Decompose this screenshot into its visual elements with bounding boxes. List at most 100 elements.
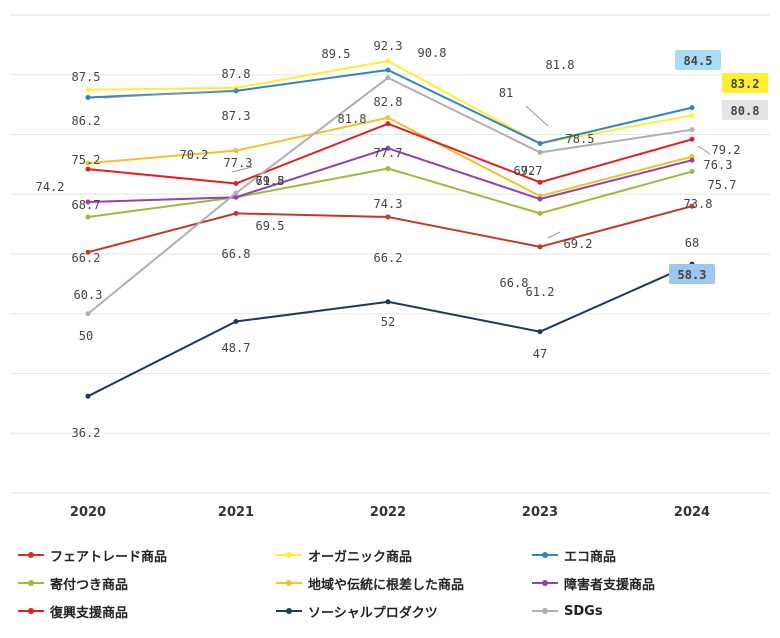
data-point — [537, 149, 543, 155]
data-label: 66.8 — [222, 247, 251, 261]
data-point — [537, 140, 543, 146]
data-point — [689, 112, 695, 118]
data-point — [385, 145, 391, 151]
gridlines — [10, 14, 770, 494]
data-label: 80.8 — [731, 104, 760, 118]
series-line — [87, 205, 693, 254]
data-label: 68 — [685, 236, 699, 250]
data-label: 72 — [521, 164, 535, 178]
legend-item: 障害者支援商品 — [532, 570, 655, 596]
legend-item: 復興支援商品 — [18, 598, 128, 624]
data-point — [233, 194, 239, 200]
data-point — [385, 67, 391, 73]
data-label: 81.8 — [338, 112, 367, 126]
data-label: 75.7 — [708, 178, 737, 192]
data-label: 87.8 — [222, 67, 251, 81]
legend-label: オーガニック商品 — [308, 549, 413, 565]
x-axis-ticks: 2020 2021 2022 2023 2024 — [70, 505, 710, 520]
legend-item: ソーシャルプロダクツ — [276, 598, 438, 624]
data-point — [385, 75, 391, 81]
legend-label: ソーシャルプロダクツ — [308, 605, 438, 621]
data-label: 60.3 — [74, 288, 103, 302]
data-label: 70.2 — [180, 148, 209, 162]
data-point — [85, 199, 91, 205]
x-tick-label: 2023 — [522, 505, 558, 520]
data-label: 48.7 — [222, 341, 251, 355]
label-highlight — [722, 73, 768, 93]
data-point — [689, 203, 695, 209]
x-tick-label: 2020 — [70, 505, 106, 520]
data-point — [385, 299, 391, 305]
data-label: 69.2 — [564, 237, 593, 251]
data-label: 61.2 — [526, 285, 555, 299]
data-point — [689, 105, 695, 111]
data-point — [85, 214, 91, 220]
label-highlight — [669, 264, 715, 284]
data-label: 82.8 — [374, 95, 403, 109]
legend-label: 障害者支援商品 — [564, 577, 656, 593]
label-highlight — [722, 100, 768, 120]
legend-swatch — [18, 576, 44, 590]
data-point — [385, 58, 391, 64]
label-leader-line — [103, 89, 237, 99]
x-tick-label: 2022 — [370, 505, 406, 520]
data-labels: 60.3 66.8 66.2 61.2 68 87.5 87.8 92.3 78.5 83.2 86… — [36, 39, 768, 440]
legend-item: オーガニック商品 — [276, 542, 412, 568]
data-label: 90.8 — [418, 46, 447, 60]
data-point — [537, 210, 543, 216]
data-point — [233, 148, 239, 154]
legend-swatch — [276, 548, 302, 562]
data-label: 74.3 — [374, 197, 403, 211]
data-label: 66.8 — [500, 276, 529, 290]
data-point — [233, 190, 239, 196]
data-point — [689, 136, 695, 142]
legend-label: 復興支援商品 — [50, 605, 129, 621]
legend-swatch — [532, 576, 558, 590]
data-label: 77.3 — [224, 156, 253, 170]
data-label: 69.5 — [256, 174, 285, 188]
data-point — [385, 115, 391, 121]
data-point — [85, 94, 91, 100]
legend-item: エコ商品 — [532, 542, 616, 568]
data-label: 78.5 — [566, 132, 595, 146]
data-label: 68.7 — [72, 198, 101, 212]
data-label: 75.2 — [72, 153, 101, 167]
chart-legend: フェアトレード商品 オーガニック商品 エコ商品 寄付つき商品 地域や伝統に根差した商品 障… — [18, 540, 768, 630]
data-point — [233, 210, 239, 216]
data-point — [385, 166, 391, 172]
legend-label: 地域や伝統に根差した商品 — [308, 577, 465, 593]
data-label: 84.5 — [684, 54, 713, 68]
data-label: 86.2 — [72, 114, 101, 128]
label-highlight — [675, 50, 721, 70]
data-label: 66.2 — [374, 251, 403, 265]
data-label: 36.2 — [72, 426, 101, 440]
series-lines — [85, 58, 695, 399]
legend-swatch — [276, 604, 302, 618]
data-label: 69.5 — [256, 219, 285, 233]
data-point — [233, 319, 239, 325]
data-label: 83.2 — [731, 77, 760, 91]
data-label: 81 — [499, 86, 513, 100]
data-point — [537, 196, 543, 202]
data-point — [233, 88, 239, 94]
data-label: 77.7 — [374, 146, 403, 160]
legend-item: SDGs — [532, 598, 603, 624]
data-point — [537, 244, 543, 250]
legend-label: エコ商品 — [564, 549, 617, 565]
data-point — [537, 329, 543, 335]
data-point — [85, 311, 91, 317]
data-label: 89.5 — [322, 47, 351, 61]
legend-item: 地域や伝統に根差した商品 — [276, 570, 464, 596]
label-leader-line — [231, 166, 253, 173]
data-label: 79.2 — [712, 143, 741, 157]
x-tick-label: 2024 — [674, 505, 710, 520]
x-tick-label: 2021 — [218, 505, 254, 520]
data-label: 87.3 — [222, 109, 251, 123]
data-point — [85, 87, 91, 93]
series-line — [87, 263, 693, 398]
data-label: 87.5 — [72, 70, 101, 84]
legend-label: フェアトレード商品 — [50, 549, 168, 565]
data-label: 81.8 — [546, 58, 575, 72]
data-point — [85, 393, 91, 399]
